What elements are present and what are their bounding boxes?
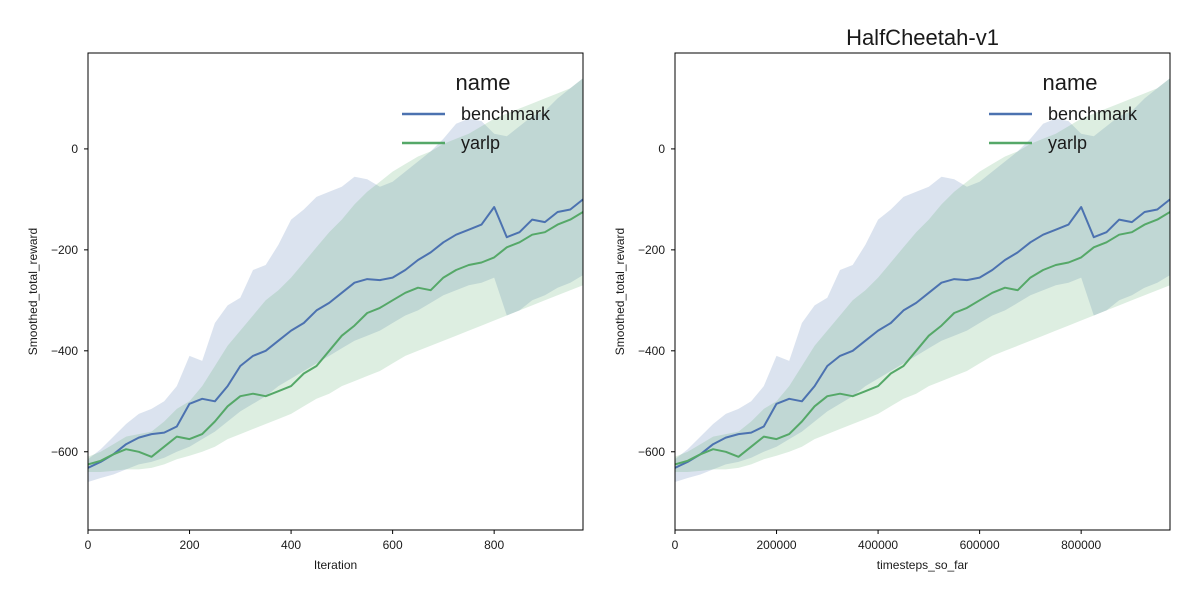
x-tick-label: 800000: [1061, 538, 1101, 552]
axes-frame: [87, 52, 584, 531]
legend-label-yarlp: yarlp: [461, 133, 500, 153]
x-axis-label: timesteps_so_far: [877, 558, 968, 572]
x-tick-label: 0: [85, 538, 92, 552]
legend-title: name: [1042, 70, 1097, 95]
plot-area: [675, 78, 1170, 482]
axes-frame: [674, 52, 1171, 531]
y-tick-label: 0: [658, 142, 665, 156]
y-tick-label: −400: [638, 344, 665, 358]
y-tick-label: 0: [71, 142, 78, 156]
x-tick-label: 400000: [858, 538, 898, 552]
x-tick-label: 200: [180, 538, 200, 552]
y-tick-label: −600: [638, 445, 665, 459]
y-axis-label: Smoothed_total_reward: [613, 228, 627, 355]
series-line-benchmark: [675, 198, 1170, 469]
chart-title: HalfCheetah-v1: [846, 25, 999, 50]
x-tick-label: 600: [383, 538, 403, 552]
series-line-benchmark: [88, 198, 583, 469]
legend-label-benchmark: benchmark: [1048, 104, 1138, 124]
x-axis-label: Iteration: [314, 558, 357, 572]
legend: name benchmark yarlp: [402, 70, 551, 153]
y-tick-label: −200: [51, 243, 78, 257]
y-tick-label: −600: [51, 445, 78, 459]
legend-title: name: [455, 70, 510, 95]
legend-label-yarlp: yarlp: [1048, 133, 1087, 153]
confidence-band-yarlp: [675, 78, 1170, 472]
x-tick-label: 600000: [960, 538, 1000, 552]
legend: name benchmark yarlp: [989, 70, 1138, 153]
y-axis-label: Smoothed_total_reward: [26, 228, 40, 355]
chart-panel-timesteps: 0 200000 400000 600000 800000 −600 −400 −200 0 ti…: [613, 25, 1171, 572]
series-line-yarlp: [675, 211, 1170, 466]
plot-area: [88, 78, 583, 482]
legend-label-benchmark: benchmark: [461, 104, 551, 124]
confidence-band-yarlp: [88, 78, 583, 472]
y-tick-label: −400: [51, 344, 78, 358]
x-tick-label: 400: [281, 538, 301, 552]
x-tick-label: 200000: [757, 538, 797, 552]
series-line-yarlp: [88, 211, 583, 466]
x-tick-label: 0: [672, 538, 679, 552]
confidence-band-benchmark: [88, 78, 583, 482]
y-tick-label: −200: [638, 243, 665, 257]
chart-panel-iteration: 0 200 400 600 800 −600 −400 −200 0 Iteration Smoot…: [26, 52, 584, 572]
x-tick-label: 800: [484, 538, 504, 552]
confidence-band-benchmark: [675, 78, 1170, 482]
